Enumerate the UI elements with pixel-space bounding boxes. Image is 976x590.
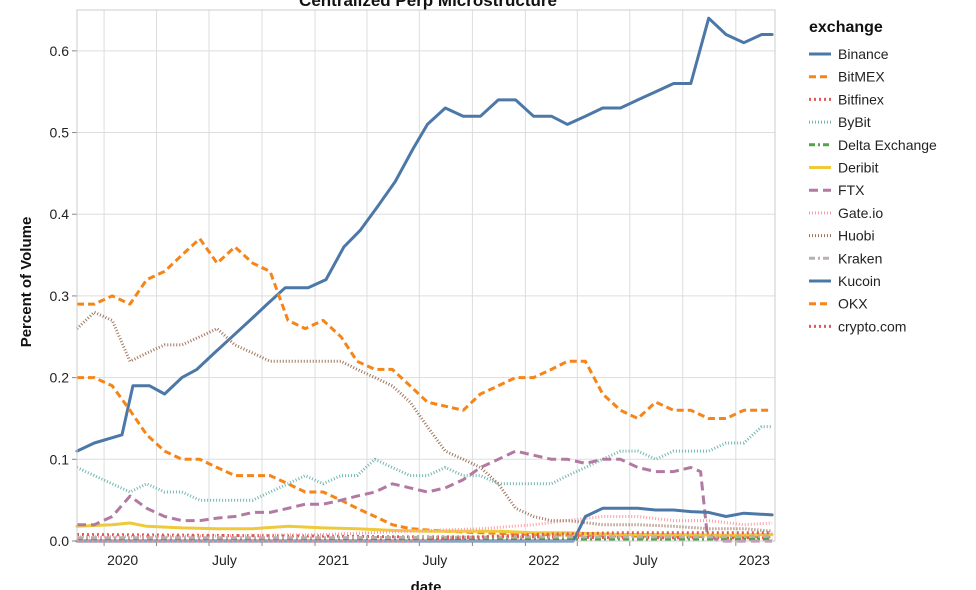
legend-label: Gate.io	[838, 205, 883, 221]
legend-label: Delta Exchange	[838, 137, 937, 153]
legend-label: FTX	[838, 182, 865, 198]
legend-label: ByBit	[838, 114, 871, 130]
legend-label: crypto.com	[838, 318, 906, 334]
y-tick-label: 0.3	[50, 288, 70, 304]
y-axis-title: Percent of Volume	[18, 217, 35, 348]
x-tick-label: 2022	[528, 552, 559, 568]
x-tick-label: July	[633, 552, 658, 568]
chart-title: Centralized Perp Microstructure	[299, 0, 557, 10]
legend-title: exchange	[809, 19, 883, 36]
x-tick-label: 2023	[739, 552, 770, 568]
legend-label: Kraken	[838, 250, 882, 266]
legend-label: Huobi	[838, 228, 875, 244]
x-tick-label: July	[212, 552, 237, 568]
series-line-bitmex	[77, 376, 773, 539]
series-line-kraken	[77, 534, 773, 540]
legend-label: Kucoin	[838, 273, 881, 289]
legend-label: OKX	[838, 296, 868, 312]
series-line-binance	[75, 16, 774, 453]
legend-label: BitMEX	[838, 69, 885, 85]
series-line-bybit	[76, 425, 773, 502]
series-line-crypto-com	[77, 531, 773, 543]
x-tick-label: 2021	[318, 552, 349, 568]
x-tick-label: 2020	[107, 552, 138, 568]
series-line-deribit	[75, 521, 774, 537]
gridlines	[77, 10, 775, 542]
x-tick-label: July	[422, 552, 447, 568]
plot-frame	[76, 9, 776, 542]
y-tick-label: 0.5	[50, 125, 70, 141]
legend-label: Binance	[838, 46, 889, 62]
series-line-huobi	[75, 310, 773, 533]
axes: 0.0 0.1 0.2 0.3 0.4 0.5 0.6 2020 July 2021 July 202…	[50, 9, 776, 568]
x-axis-title: date	[411, 579, 442, 590]
y-tick-label: 0.2	[50, 370, 70, 386]
legend-label: Bitfinex	[838, 91, 884, 107]
y-tick-label: 0.4	[50, 206, 70, 222]
series-line-okx	[77, 237, 773, 420]
series-lines	[75, 16, 774, 543]
series-line-kucoin	[75, 506, 774, 543]
legend: exchange Binance BitMEX Bitfinex ByBit Delta…	[809, 19, 937, 334]
series-line-gate-io	[76, 515, 773, 539]
y-tick-label: 0.0	[50, 533, 70, 549]
y-tick-label: 0.1	[50, 451, 70, 467]
y-tick-label: 0.6	[50, 43, 70, 59]
legend-label: Deribit	[838, 160, 879, 176]
series-line-ftx	[77, 449, 773, 543]
